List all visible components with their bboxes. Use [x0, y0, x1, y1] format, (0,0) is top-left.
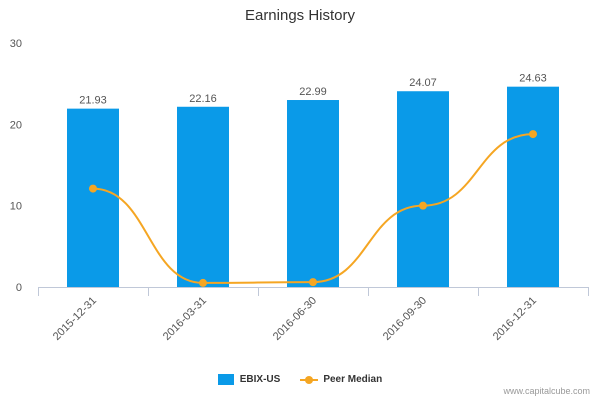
bar-value-label-1: 22.16 — [189, 93, 217, 105]
bar-4 — [507, 86, 559, 288]
legend-swatch-ebix — [217, 374, 234, 385]
bar-value-label-0: 21.93 — [79, 95, 107, 107]
y-tick-label-2: 20 — [10, 119, 22, 131]
peer-median-point-4 — [529, 130, 537, 139]
y-tick-label-0: 0 — [16, 282, 22, 294]
x-category-label-2: 2016-06-30 — [271, 295, 319, 343]
legend-swatch-peer-median-dot — [305, 376, 314, 384]
bar-3 — [397, 91, 449, 287]
bar-value-label-3: 24.07 — [409, 77, 437, 89]
legend-item-ebix[interactable]: EBIX-US — [217, 374, 281, 385]
peer-median-point-0 — [89, 184, 97, 193]
peer-median-point-2 — [309, 278, 317, 287]
y-tick-label-1: 10 — [10, 201, 22, 213]
bar-value-label-4: 24.63 — [519, 73, 547, 85]
y-tick-label-3: 30 — [10, 38, 22, 50]
chart-legend: EBIX-US Peer Median — [0, 374, 600, 385]
x-category-label-0: 2015-12-31 — [51, 295, 99, 343]
bar-2 — [287, 100, 339, 287]
bar-0 — [67, 108, 119, 287]
bar-value-label-2: 22.99 — [299, 86, 327, 98]
legend-item-peer-median[interactable]: Peer Median — [300, 374, 382, 385]
x-category-label-3: 2016-09-30 — [381, 295, 429, 343]
bar-1 — [177, 106, 229, 287]
chart-title: Earnings History — [244, 7, 356, 24]
peer-median-point-1 — [199, 278, 207, 287]
watermark: www.capitalcube.com — [503, 386, 590, 396]
x-category-label-1: 2016-03-31 — [161, 295, 209, 343]
peer-median-point-3 — [419, 201, 427, 210]
legend-label-peer-median: Peer Median — [323, 374, 383, 385]
x-category-label-4: 2016-12-31 — [491, 295, 539, 343]
legend-label-ebix: EBIX-US — [239, 374, 281, 385]
legend-swatch-peer-median — [300, 374, 319, 385]
